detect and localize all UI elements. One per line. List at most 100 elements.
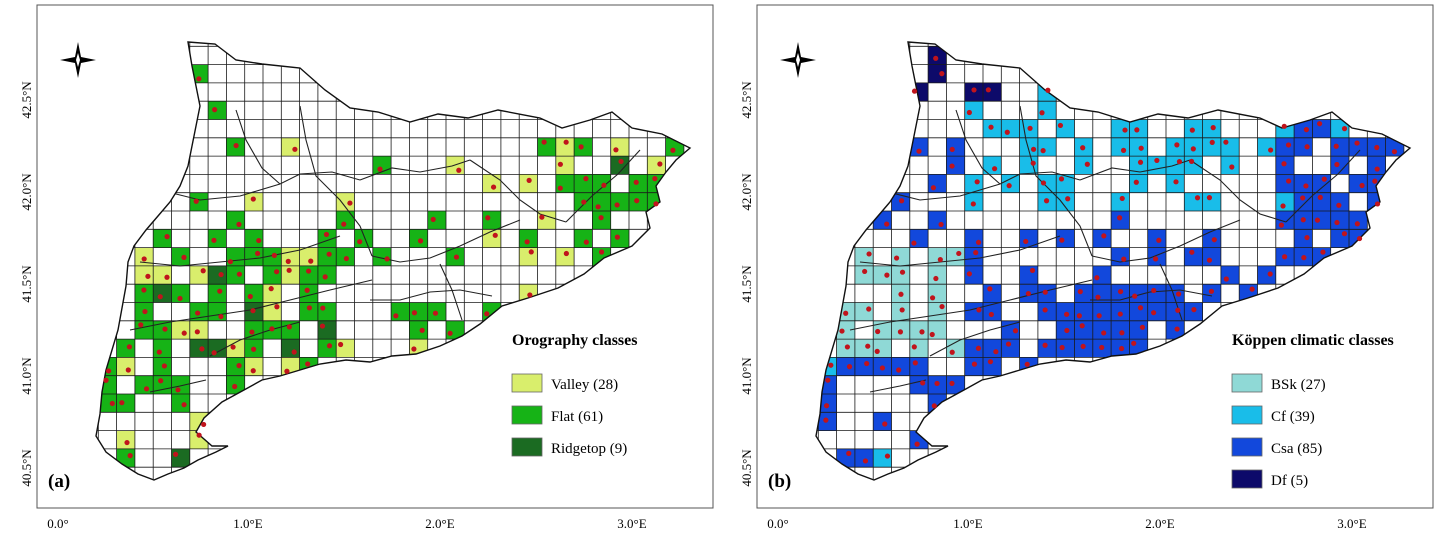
station-dot bbox=[1334, 219, 1340, 226]
station-dot bbox=[897, 329, 904, 335]
longitude-label: 2.0°E bbox=[1145, 516, 1174, 531]
station-dot bbox=[1064, 311, 1070, 317]
grid-cell bbox=[116, 357, 135, 376]
latitude-label: 42.5°N bbox=[739, 81, 754, 119]
grid-cell bbox=[116, 430, 135, 449]
station-dot bbox=[156, 349, 162, 355]
station-dot bbox=[158, 378, 164, 384]
station-dot bbox=[595, 204, 601, 210]
grid-cell bbox=[1056, 192, 1075, 211]
station-dot bbox=[1334, 161, 1340, 168]
north-arrow-icon bbox=[780, 42, 816, 78]
grid-cell bbox=[1074, 156, 1093, 175]
station-dot bbox=[911, 344, 917, 350]
station-dot bbox=[1042, 307, 1048, 313]
station-dot bbox=[211, 350, 217, 356]
station-dot bbox=[250, 196, 256, 202]
grid-cell bbox=[1092, 265, 1112, 285]
station-dot bbox=[899, 269, 906, 275]
grid-cell bbox=[909, 357, 929, 376]
grid-cell bbox=[281, 137, 300, 157]
grid-cell bbox=[427, 211, 446, 230]
station-dot bbox=[255, 250, 261, 257]
grid-cell bbox=[299, 302, 318, 321]
station-dot bbox=[939, 71, 945, 77]
region-outline bbox=[95, 41, 692, 481]
station-dot bbox=[250, 368, 256, 374]
station-dot bbox=[1300, 195, 1306, 201]
station-dot bbox=[939, 303, 945, 310]
station-dot bbox=[1122, 127, 1128, 133]
station-dot bbox=[987, 359, 994, 365]
map-frame bbox=[36, 4, 714, 509]
station-dot bbox=[141, 287, 147, 293]
grid-cell bbox=[1092, 320, 1112, 340]
grid-cell bbox=[836, 320, 855, 340]
grid-cell bbox=[891, 357, 910, 376]
legend-title: Köppen climatic classes bbox=[1232, 332, 1394, 349]
grid-cell bbox=[171, 284, 190, 303]
station-dot bbox=[286, 324, 292, 330]
grid-cell bbox=[482, 211, 501, 230]
grid-cell bbox=[610, 156, 629, 175]
orography-map: 42.5°N 42.0°N 41.5°N 41.0°N 40.5°N 0.0° 1.0°E 2… bbox=[19, 4, 714, 531]
grid-cell bbox=[153, 229, 172, 248]
station-dot bbox=[227, 259, 234, 265]
grid-cell bbox=[964, 265, 983, 285]
grid-cell bbox=[946, 247, 965, 266]
grid-cell bbox=[873, 265, 892, 285]
grid-cell bbox=[1056, 339, 1075, 358]
grid-cell bbox=[409, 229, 428, 248]
grid-cell bbox=[189, 192, 209, 211]
grid-cell bbox=[964, 229, 983, 248]
station-dot bbox=[1190, 146, 1196, 152]
grid-cell bbox=[1294, 229, 1313, 248]
station-dot bbox=[196, 432, 202, 438]
station-dot bbox=[866, 251, 872, 257]
grid-cell bbox=[226, 357, 245, 376]
grid-cell bbox=[354, 229, 373, 248]
station-dot bbox=[485, 215, 491, 221]
station-dot bbox=[1029, 267, 1036, 274]
station-dot bbox=[1095, 294, 1101, 300]
station-dot bbox=[1223, 276, 1229, 282]
grid-cell bbox=[928, 174, 947, 193]
panel-label: (a) bbox=[48, 471, 70, 492]
grid-cell bbox=[244, 192, 263, 211]
station-dot bbox=[1152, 256, 1159, 262]
station-dot bbox=[929, 295, 936, 301]
station-dot bbox=[1084, 161, 1090, 167]
station-dot bbox=[284, 368, 290, 374]
station-dot bbox=[1023, 238, 1029, 245]
grid-cell bbox=[208, 229, 227, 248]
station-dot bbox=[956, 250, 962, 257]
grid-cell bbox=[244, 229, 263, 248]
station-dot bbox=[933, 275, 939, 282]
latitude-label: 41.5°N bbox=[739, 265, 754, 303]
station-dot bbox=[583, 239, 589, 245]
grid-cell bbox=[1220, 137, 1240, 157]
station-dot bbox=[1333, 143, 1339, 149]
station-dot bbox=[157, 294, 163, 300]
station-dot bbox=[1285, 142, 1292, 148]
grid-cell bbox=[1129, 320, 1148, 340]
grid-cell bbox=[244, 320, 263, 340]
station-dot bbox=[1043, 198, 1050, 204]
station-dot bbox=[931, 403, 937, 409]
station-dot bbox=[864, 360, 870, 367]
grid-cell bbox=[610, 229, 629, 248]
station-dot bbox=[970, 201, 976, 207]
station-dot bbox=[200, 268, 206, 274]
station-dot bbox=[884, 453, 891, 459]
grid-cell bbox=[574, 174, 593, 193]
station-dot bbox=[304, 287, 310, 293]
grid-cell bbox=[1111, 192, 1130, 211]
grid-cell bbox=[1275, 137, 1295, 157]
station-dot bbox=[1301, 255, 1307, 261]
grid-cell bbox=[928, 265, 947, 285]
station-dot bbox=[1176, 159, 1183, 165]
grid-cell bbox=[1312, 192, 1331, 211]
grid-cell bbox=[1275, 174, 1295, 193]
station-dot bbox=[563, 139, 569, 145]
station-dot bbox=[1094, 275, 1100, 281]
